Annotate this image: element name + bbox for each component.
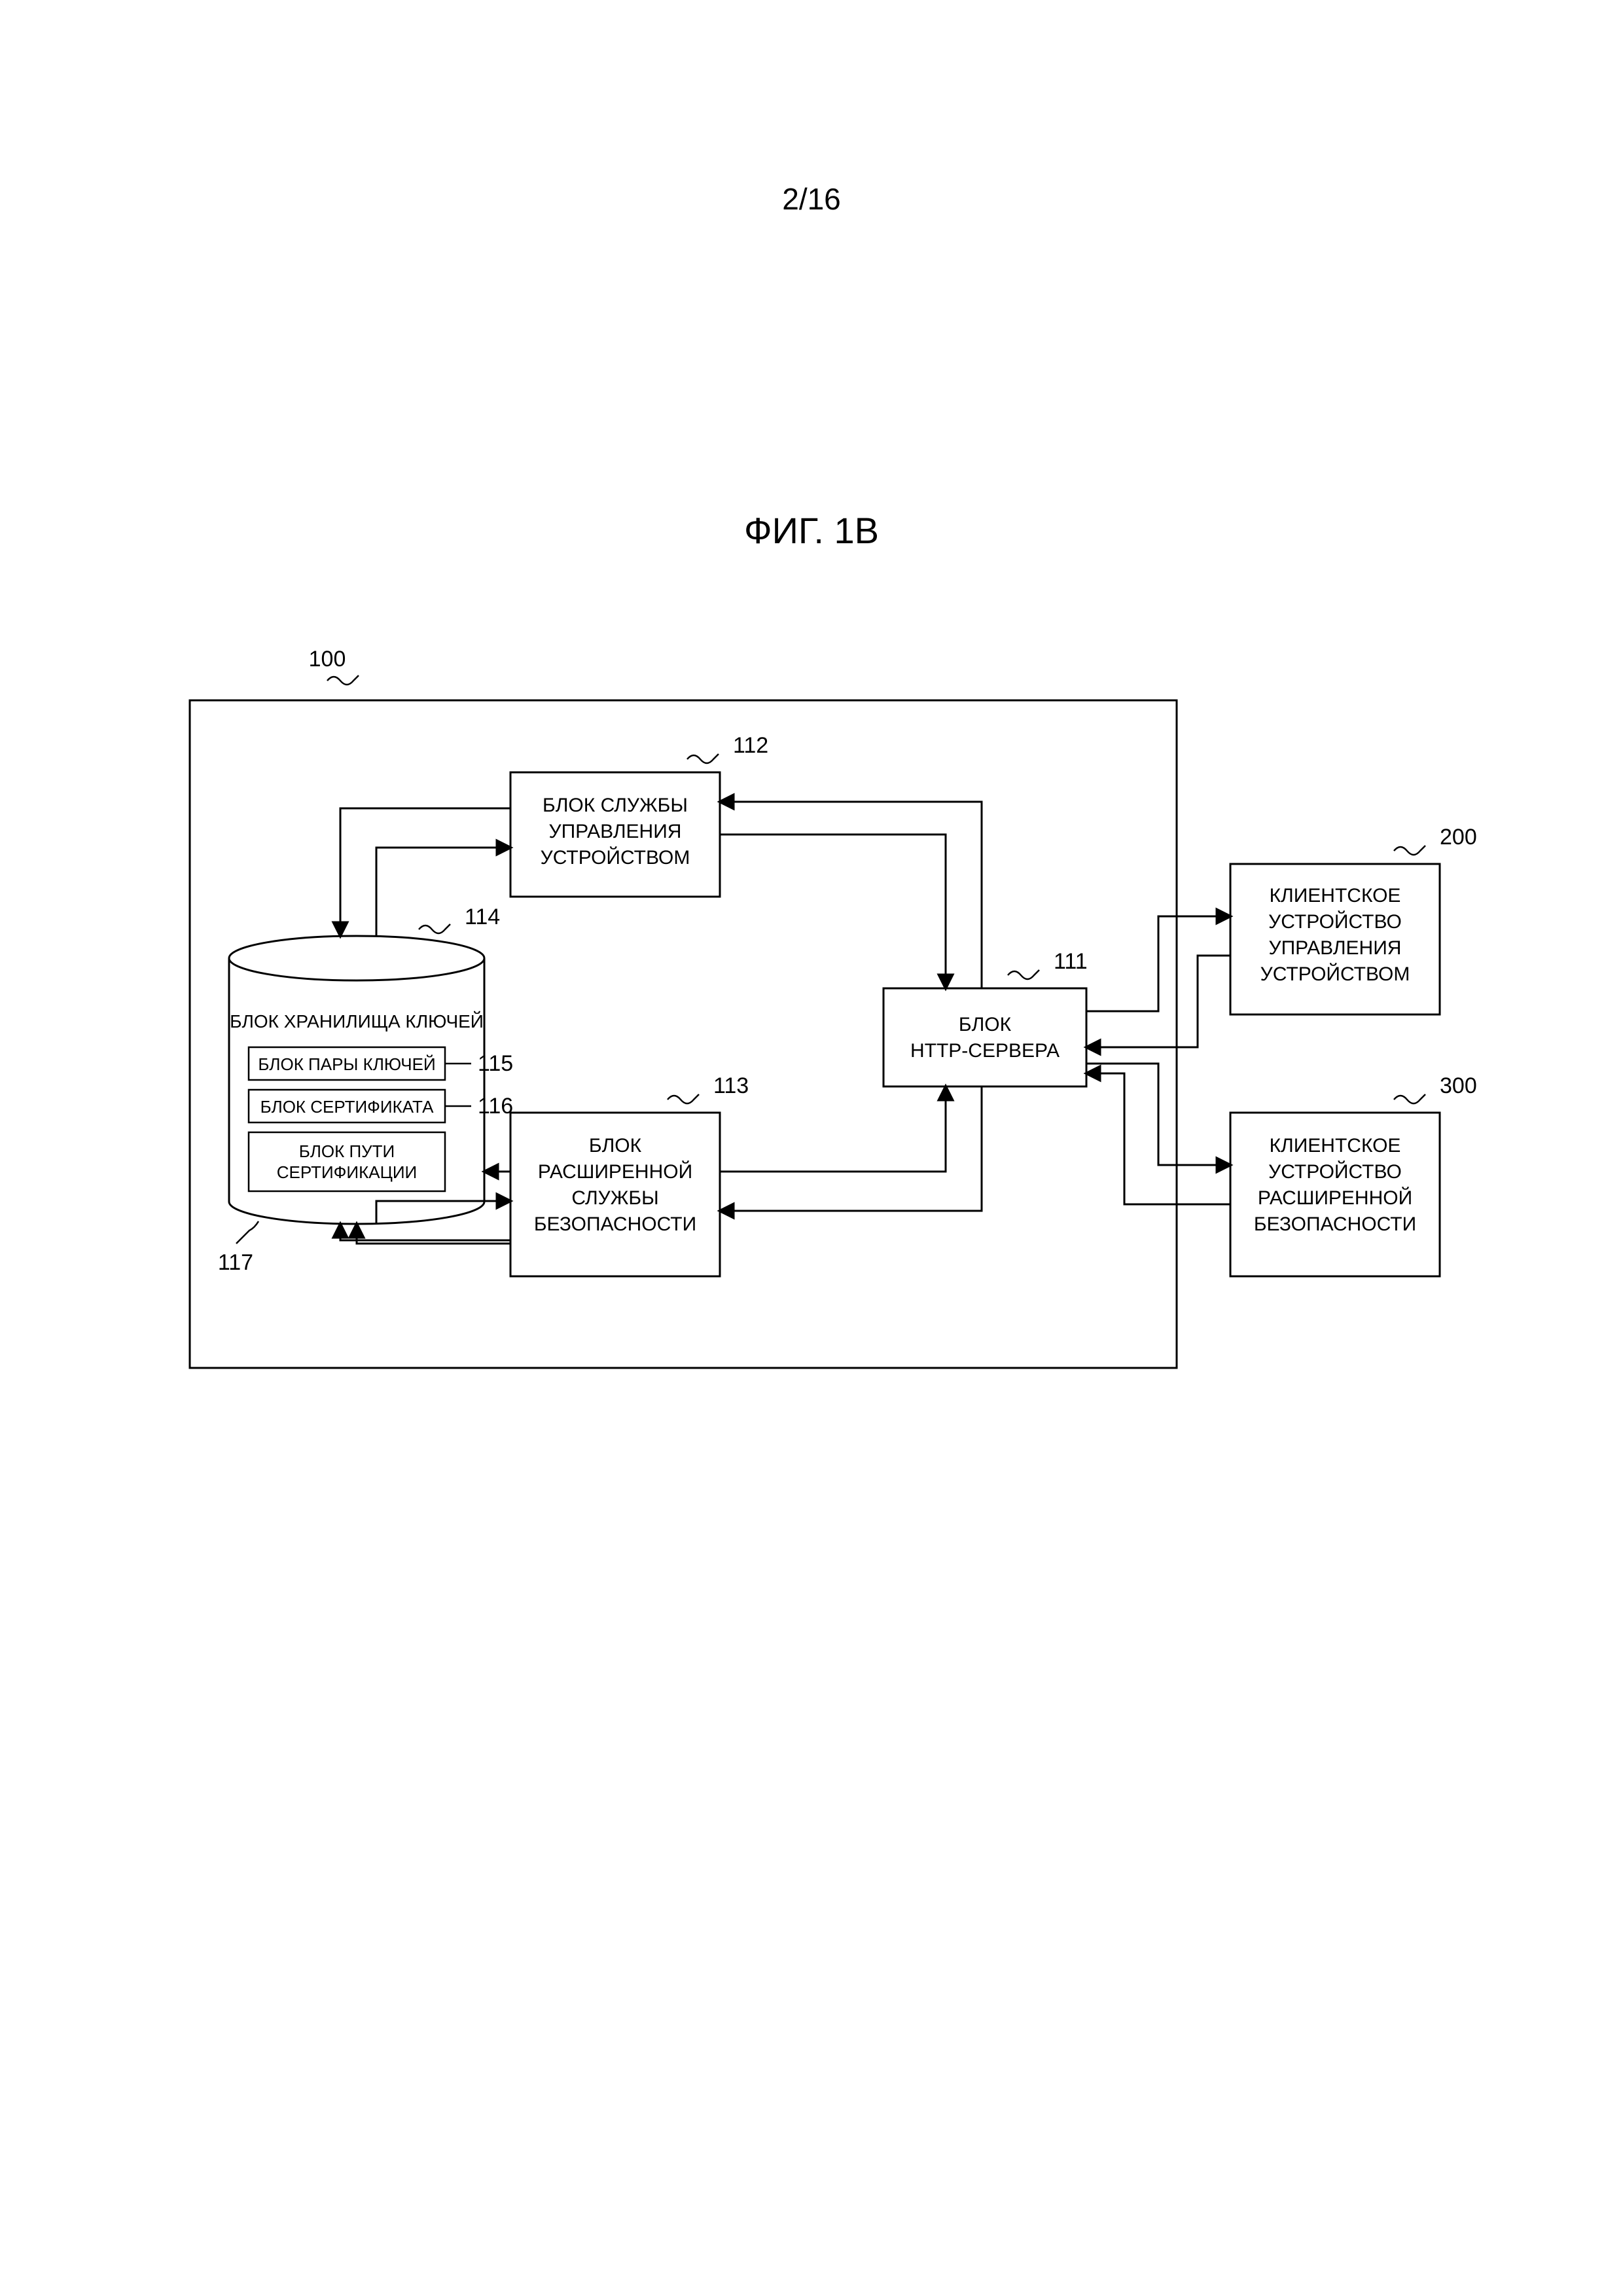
inner-117-l2: СЕРТИФИКАЦИИ — [277, 1162, 417, 1182]
node-113-l1: БЛОК — [589, 1135, 642, 1157]
node-112-l3: УСТРОЙСТВОМ — [541, 846, 690, 869]
node-113-l4: БЕЗОПАСНОСТИ — [534, 1213, 696, 1235]
cylinder-114: БЛОК ХРАНИЛИЩА КЛЮЧЕЙ БЛОК ПАРЫ КЛЮЧЕЙ Б… — [218, 905, 513, 1275]
node-113-l3: СЛУЖБЫ — [571, 1187, 658, 1209]
arrow-111-to-300 — [1086, 1064, 1230, 1165]
label-111: 111 — [1054, 949, 1088, 974]
node-300: КЛИЕНТСКОЕ УСТРОЙСТВО РАСШИРЕННОЙ БЕЗОПА… — [1230, 1073, 1477, 1276]
arrow-111-to-113 — [720, 1086, 982, 1211]
node-111-l2: HTTP-СЕРВЕРА — [910, 1040, 1060, 1062]
label-115: 115 — [478, 1051, 513, 1076]
label-116: 116 — [478, 1094, 513, 1119]
inner-116-text: БЛОК СЕРТИФИКАТА — [260, 1097, 435, 1117]
label-100: 100 — [309, 647, 346, 672]
node-300-l2: УСТРОЙСТВО — [1268, 1160, 1402, 1183]
node-200-l3: УПРАВЛЕНИЯ — [1269, 937, 1402, 959]
label-114: 114 — [465, 905, 500, 929]
label-112: 112 — [733, 733, 768, 758]
node-112-l1: БЛОК СЛУЖБЫ — [543, 795, 688, 816]
inner-115-text: БЛОК ПАРЫ КЛЮЧЕЙ — [258, 1054, 435, 1074]
node-113: БЛОК РАСШИРЕННОЙ СЛУЖБЫ БЕЗОПАСНОСТИ 113 — [510, 1073, 749, 1276]
arrow-112-to-111 — [720, 834, 946, 988]
label-117: 117 — [218, 1250, 253, 1275]
node-200: КЛИЕНТСКОЕ УСТРОЙСТВО УПРАВЛЕНИЯ УСТРОЙС… — [1230, 825, 1477, 1014]
node-300-l1: КЛИЕНТСКОЕ — [1270, 1135, 1401, 1157]
node-200-l1: КЛИЕНТСКОЕ — [1270, 885, 1401, 906]
node-200-l2: УСТРОЙСТВО — [1268, 910, 1402, 933]
diagram-svg: 2/16 ФИГ. 1B 100 БЛОК СЛУЖБЫ УПРАВЛЕНИЯ … — [0, 0, 1623, 2296]
node-200-l4: УСТРОЙСТВОМ — [1260, 963, 1410, 985]
node-113-l2: РАСШИРЕННОЙ — [538, 1160, 692, 1183]
arrow-111-to-112 — [720, 802, 982, 988]
label-300: 300 — [1440, 1073, 1477, 1098]
node-300-l4: БЕЗОПАСНОСТИ — [1254, 1213, 1416, 1235]
node-111-l1: БЛОК — [959, 1014, 1012, 1035]
label-113: 113 — [713, 1073, 749, 1098]
arrow-111-to-200a — [1086, 916, 1230, 1011]
node-112: БЛОК СЛУЖБЫ УПРАВЛЕНИЯ УСТРОЙСТВОМ 112 — [510, 733, 768, 897]
label-200: 200 — [1440, 825, 1477, 850]
arrow-113-to-111 — [720, 1086, 946, 1172]
lead-100 — [327, 675, 359, 685]
arrow-113-to-cyl — [340, 1224, 510, 1240]
node-111: БЛОК HTTP-СЕРВЕРА 111 — [883, 949, 1088, 1086]
page: 2/16 ФИГ. 1B 100 БЛОК СЛУЖБЫ УПРАВЛЕНИЯ … — [0, 0, 1623, 2296]
node-112-l2: УПРАВЛЕНИЯ — [549, 821, 682, 842]
inner-117-l1: БЛОК ПУТИ — [299, 1141, 395, 1161]
cylinder-title: БЛОК ХРАНИЛИЩА КЛЮЧЕЙ — [230, 1011, 484, 1031]
page-number: 2/16 — [782, 182, 841, 216]
node-300-l3: РАСШИРЕННОЙ — [1258, 1187, 1412, 1209]
figure-title: ФИГ. 1B — [744, 510, 879, 551]
